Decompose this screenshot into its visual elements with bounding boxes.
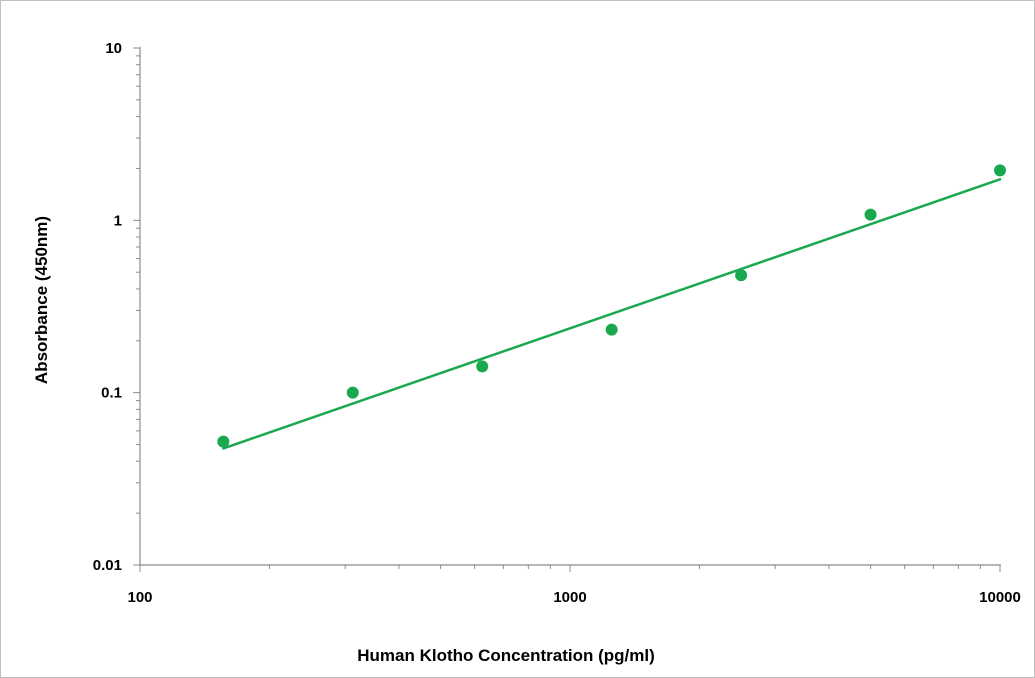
data-point <box>476 360 489 373</box>
x-tick-label: 100 <box>127 589 152 606</box>
y-axis-title: Absorbance (450nm) <box>32 216 51 384</box>
ticks <box>133 47 1001 572</box>
data-point <box>994 164 1006 177</box>
x-tick-label: 10000 <box>979 589 1021 606</box>
y-tick-label: 1 <box>114 212 122 229</box>
trendline <box>222 178 1002 450</box>
x-axis-title: Human Klotho Concentration (pg/ml) <box>357 646 654 665</box>
trendline-group <box>222 178 1002 450</box>
data-point <box>217 435 230 448</box>
y-tick-label: 0.1 <box>101 385 122 402</box>
y-tick-label: 10 <box>105 40 122 57</box>
y-tick-label: 0.01 <box>93 557 122 574</box>
data-point <box>864 208 877 221</box>
x-tick-label: 1000 <box>553 589 586 606</box>
axes <box>139 47 1001 566</box>
data-point <box>605 323 618 336</box>
labels: 0.01 0.1 1 10 100 1000 10000 <box>93 40 1021 606</box>
data-point <box>735 269 748 282</box>
data-points <box>217 164 1006 448</box>
data-point <box>346 386 359 399</box>
